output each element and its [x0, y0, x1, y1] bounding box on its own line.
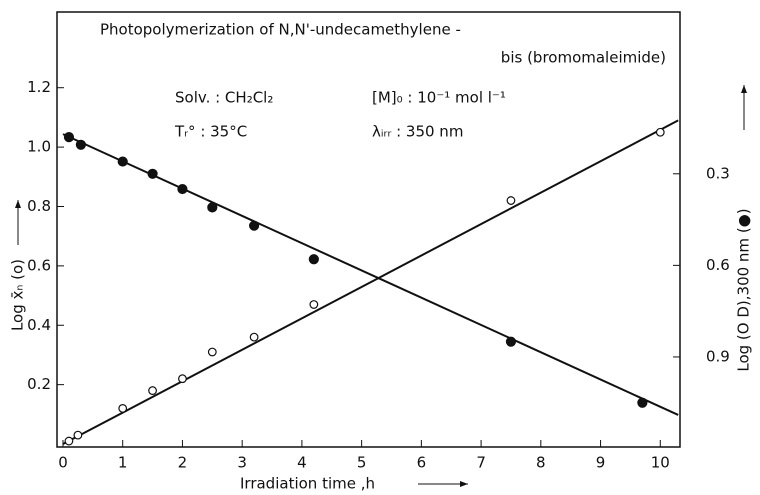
plot-frame — [56, 11, 681, 448]
point — [506, 196, 516, 205]
y2-tick-label: 0.9 — [706, 347, 730, 365]
x-tick-label: 0 — [58, 454, 68, 472]
annotation: λᵢᵣᵣ : 350 nm — [372, 123, 463, 141]
x-axis-label: Irradiation time ,h — [240, 475, 375, 493]
annotation: [M]₀ : 10⁻¹ mol l⁻¹ — [372, 89, 506, 107]
axis-arrow — [741, 85, 747, 93]
axis-arrow — [15, 200, 21, 208]
point — [207, 202, 218, 213]
x-tick-label: 2 — [178, 454, 188, 472]
x-tick-label: 6 — [417, 454, 427, 472]
y-axis-label: Log x̄ₙ (o) — [9, 259, 27, 331]
point — [308, 254, 319, 265]
fit-line — [62, 133, 679, 416]
fit-line — [62, 119, 679, 445]
chart-subtitle: bis (bromomaleimide) — [501, 49, 666, 67]
y-tick-label: 1.2 — [27, 78, 51, 96]
x-tick-label: 1 — [118, 454, 128, 472]
point — [64, 436, 74, 446]
point — [147, 168, 158, 179]
x-tick-label: 5 — [357, 454, 367, 472]
point — [249, 332, 259, 342]
y-tick-label: 0.2 — [27, 375, 51, 393]
annotation: Tᵣ° : 35°C — [174, 123, 247, 141]
point — [177, 183, 188, 195]
y-tick-label: 0.6 — [27, 256, 51, 274]
y2-axis-label: Log (O D),300 nm (●) — [735, 208, 753, 371]
point — [637, 397, 648, 408]
point — [309, 300, 319, 309]
point — [655, 127, 665, 137]
point — [148, 386, 157, 395]
chart-title: Photopolymerization of N,N'-undecamethyl… — [100, 21, 461, 39]
point — [63, 132, 75, 143]
point — [505, 336, 517, 347]
point — [117, 156, 128, 167]
point — [75, 139, 86, 150]
point — [249, 220, 260, 231]
point — [178, 374, 187, 384]
x-tick-label: 10 — [651, 454, 670, 472]
axis-arrow — [460, 481, 468, 487]
y-tick-label: 0.4 — [27, 316, 51, 334]
x-tick-label: 3 — [237, 454, 247, 472]
y-tick-label: 0.8 — [27, 197, 51, 215]
annotation: Solv. : CH₂Cl₂ — [175, 89, 273, 107]
y2-tick-label: 0.3 — [706, 164, 730, 182]
x-tick-label: 7 — [476, 454, 486, 472]
x-tick-label: 9 — [596, 454, 606, 472]
point — [73, 430, 83, 440]
point — [118, 403, 128, 413]
point — [207, 347, 217, 357]
y-tick-label: 1.0 — [27, 138, 51, 156]
x-tick-label: 8 — [536, 454, 546, 472]
y2-tick-label: 0.6 — [706, 256, 730, 274]
x-tick-label: 4 — [297, 454, 307, 472]
